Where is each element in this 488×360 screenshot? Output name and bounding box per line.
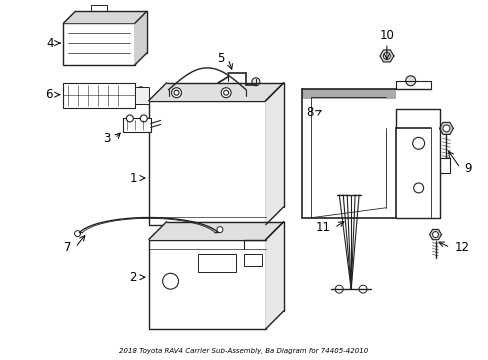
Bar (63, 83, 135, 108)
Circle shape (171, 88, 181, 98)
Polygon shape (428, 229, 441, 240)
Text: 5: 5 (216, 53, 224, 66)
Circle shape (383, 53, 389, 59)
Circle shape (335, 285, 343, 293)
Text: 7: 7 (64, 241, 71, 254)
Text: 11: 11 (315, 221, 330, 234)
Polygon shape (265, 222, 283, 329)
Circle shape (251, 78, 259, 86)
Bar (91, 5, 107, 11)
Bar (135, 87, 148, 104)
Text: 12: 12 (453, 241, 468, 254)
Circle shape (137, 87, 144, 95)
Circle shape (140, 115, 147, 122)
Circle shape (432, 231, 438, 238)
Circle shape (223, 90, 228, 95)
Circle shape (412, 137, 424, 149)
Polygon shape (148, 222, 283, 239)
Bar (122, 118, 150, 132)
Circle shape (358, 285, 366, 293)
Polygon shape (439, 122, 452, 134)
Text: 9: 9 (463, 162, 471, 175)
Polygon shape (63, 11, 146, 23)
Circle shape (413, 183, 423, 193)
Circle shape (163, 273, 178, 289)
Circle shape (442, 125, 449, 132)
Polygon shape (379, 50, 393, 62)
Text: 8: 8 (305, 106, 313, 119)
Circle shape (221, 88, 231, 98)
Bar (148, 100, 265, 225)
Text: 6: 6 (45, 88, 52, 101)
Polygon shape (301, 89, 395, 99)
Text: 2: 2 (129, 271, 137, 284)
Bar (148, 239, 265, 329)
Bar (244, 255, 262, 266)
Bar (63, 23, 135, 65)
Text: 2018 Toyota RAV4 Carrier Sub-Assembly, Ba Diagram for 74405-42010: 2018 Toyota RAV4 Carrier Sub-Assembly, B… (119, 348, 368, 354)
Circle shape (174, 90, 179, 95)
Circle shape (217, 227, 223, 233)
Circle shape (126, 115, 133, 122)
Polygon shape (148, 83, 283, 100)
Text: 10: 10 (379, 29, 393, 42)
Circle shape (75, 231, 81, 237)
Polygon shape (265, 83, 283, 225)
Polygon shape (135, 11, 146, 65)
Text: 3: 3 (103, 132, 111, 145)
Text: 1: 1 (129, 171, 137, 185)
Bar (198, 255, 236, 272)
Circle shape (137, 96, 144, 105)
Text: 4: 4 (46, 37, 53, 50)
Circle shape (405, 76, 415, 86)
